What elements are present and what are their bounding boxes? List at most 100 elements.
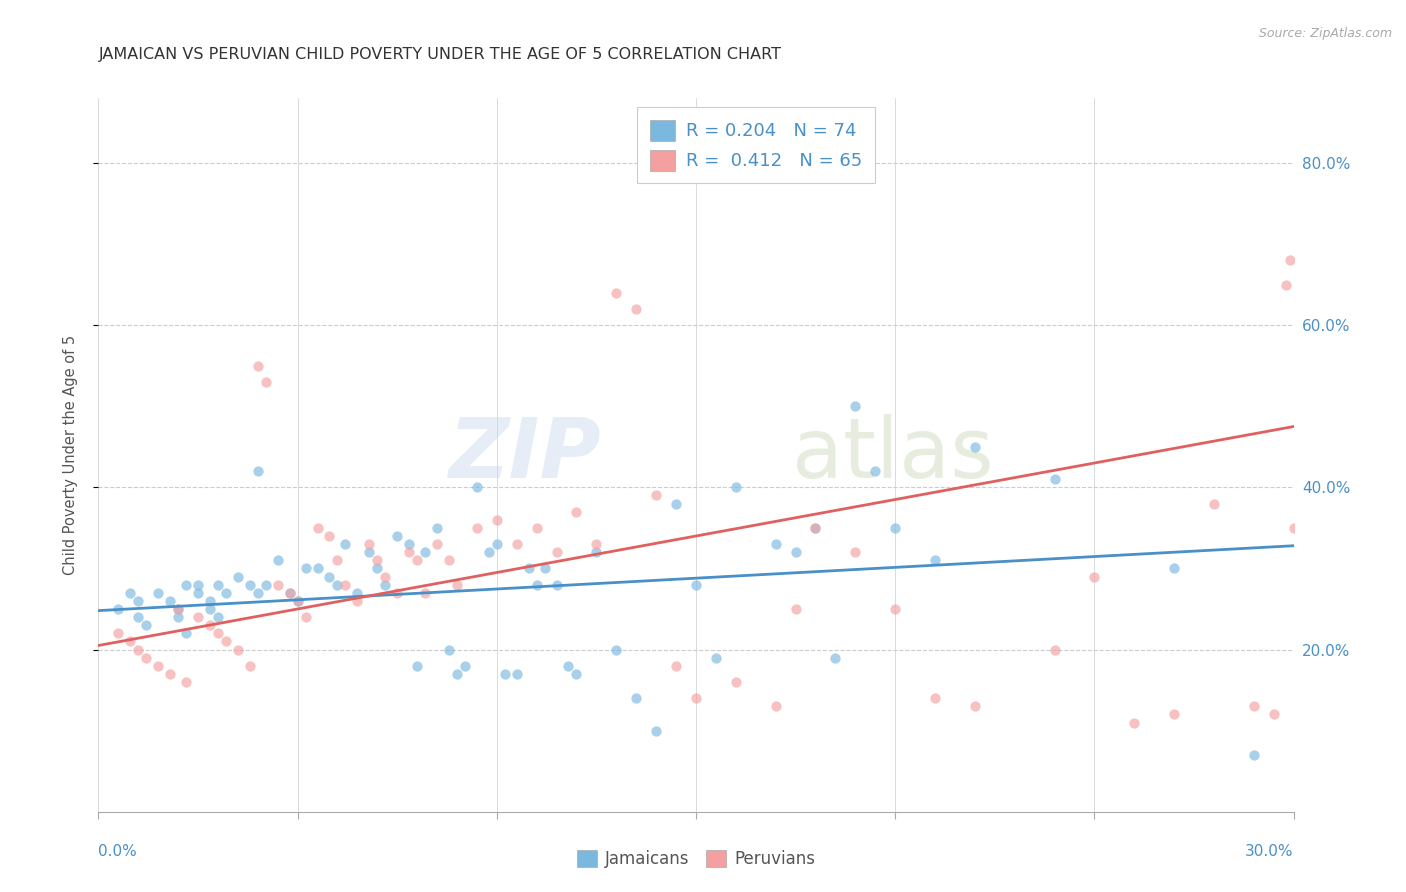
Point	[107, 626, 129, 640]
Point	[785, 545, 807, 559]
Point	[198, 618, 221, 632]
Point	[127, 642, 149, 657]
Point	[326, 553, 349, 567]
Point	[465, 521, 488, 535]
Point	[565, 666, 588, 681]
Point	[804, 521, 827, 535]
Point	[1278, 253, 1301, 268]
Point	[517, 561, 540, 575]
Point	[385, 586, 409, 600]
Text: Source: ZipAtlas.com: Source: ZipAtlas.com	[1258, 27, 1392, 40]
Text: JAMAICAN VS PERUVIAN CHILD POVERTY UNDER THE AGE OF 5 CORRELATION CHART: JAMAICAN VS PERUVIAN CHILD POVERTY UNDER…	[98, 47, 782, 62]
Point	[335, 537, 357, 551]
Point	[1263, 707, 1285, 722]
Point	[198, 594, 221, 608]
Text: atlas: atlas	[792, 415, 993, 495]
Point	[127, 594, 149, 608]
Point	[406, 553, 429, 567]
Point	[565, 505, 588, 519]
Y-axis label: Child Poverty Under the Age of 5: Child Poverty Under the Age of 5	[63, 334, 77, 575]
Point	[426, 537, 449, 551]
Point	[159, 666, 181, 681]
Point	[398, 537, 420, 551]
Point	[1123, 715, 1146, 730]
Point	[366, 553, 388, 567]
Point	[359, 537, 381, 551]
Point	[724, 480, 747, 494]
Point	[1043, 472, 1066, 486]
Point	[844, 545, 866, 559]
Point	[506, 666, 529, 681]
Point	[1163, 707, 1185, 722]
Point	[533, 561, 555, 575]
Point	[665, 658, 688, 673]
Point	[1243, 699, 1265, 714]
Point	[187, 577, 209, 591]
Point	[645, 488, 668, 502]
Point	[326, 577, 349, 591]
Text: 30.0%: 30.0%	[1246, 844, 1294, 859]
Point	[207, 577, 229, 591]
Point	[120, 634, 142, 648]
Point	[167, 602, 190, 616]
Point	[174, 577, 197, 591]
Point	[785, 602, 807, 616]
Point	[844, 399, 866, 413]
Point	[127, 610, 149, 624]
Point	[437, 642, 460, 657]
Point	[824, 650, 846, 665]
Point	[1202, 497, 1225, 511]
Point	[307, 521, 329, 535]
Point	[278, 586, 301, 600]
Point	[207, 626, 229, 640]
Point	[239, 577, 262, 591]
Point	[318, 529, 340, 543]
Point	[804, 521, 827, 535]
Point	[1163, 561, 1185, 575]
Point	[246, 586, 269, 600]
Point	[346, 586, 368, 600]
Point	[884, 602, 907, 616]
Point	[318, 569, 340, 583]
Point	[685, 577, 707, 591]
Point	[246, 359, 269, 373]
Point	[963, 699, 986, 714]
Point	[626, 301, 648, 316]
Point	[107, 602, 129, 616]
Point	[374, 569, 396, 583]
Point	[454, 658, 477, 673]
Point	[924, 691, 946, 706]
Point	[585, 537, 607, 551]
Point	[267, 577, 290, 591]
Point	[187, 586, 209, 600]
Point	[294, 610, 316, 624]
Point	[546, 577, 568, 591]
Point	[287, 594, 309, 608]
Point	[437, 553, 460, 567]
Point	[267, 553, 290, 567]
Point	[494, 666, 516, 681]
Point	[645, 723, 668, 738]
Text: ZIP: ZIP	[447, 415, 600, 495]
Point	[226, 642, 249, 657]
Point	[174, 626, 197, 640]
Point	[1043, 642, 1066, 657]
Point	[526, 521, 548, 535]
Point	[557, 658, 579, 673]
Point	[398, 545, 420, 559]
Point	[1282, 521, 1305, 535]
Point	[187, 610, 209, 624]
Point	[226, 569, 249, 583]
Point	[167, 610, 190, 624]
Point	[135, 618, 157, 632]
Point	[685, 691, 707, 706]
Point	[1243, 747, 1265, 762]
Point	[254, 375, 277, 389]
Point	[426, 521, 449, 535]
Point	[239, 658, 262, 673]
Point	[246, 464, 269, 478]
Point	[446, 577, 468, 591]
Point	[120, 586, 142, 600]
Point	[724, 675, 747, 690]
Point	[485, 513, 508, 527]
